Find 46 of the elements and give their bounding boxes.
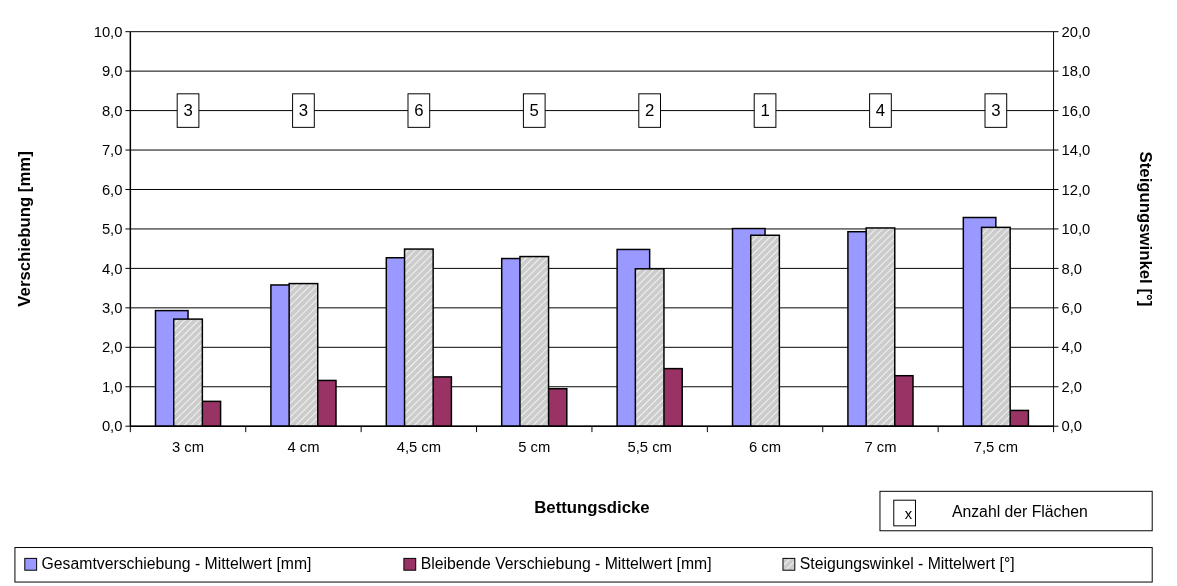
annotation: 3 <box>298 101 309 121</box>
y-tick-label: 10,0 <box>93 23 123 40</box>
y-axis-title: Verschiebung [mm] <box>14 151 34 307</box>
y2-tick-label: 2,0 <box>1061 378 1083 395</box>
y-tick-label: 3,0 <box>101 300 123 317</box>
x-tick-label: 3 cm <box>172 438 205 455</box>
annotation: 3 <box>991 101 1001 121</box>
x-tick-label: 5,5 cm <box>627 438 672 455</box>
x-tick-label: 7,5 cm <box>973 438 1019 455</box>
y-tick-label: 2,0 <box>101 339 123 356</box>
y2-tick-label: 16,0 <box>1061 102 1091 119</box>
legend-label: Steigungswinkel - Mittelwert [°] <box>799 555 1015 573</box>
y2-tick-label: 14,0 <box>1061 142 1091 159</box>
y2-axis-title: Steigungswinkel [°] <box>1136 151 1156 307</box>
y2-tick-label: 4,0 <box>1061 339 1083 356</box>
y2-tick-label: 20,0 <box>1061 23 1091 40</box>
y-tick-label: 0,0 <box>101 418 123 435</box>
annotation: 6 <box>414 101 424 121</box>
y2-tick-label: 8,0 <box>1061 260 1083 277</box>
legend-label: Gesamtverschiebung - Mittelwert [mm] <box>41 555 312 573</box>
x-axis-title: Bettungsdicke <box>534 498 650 518</box>
annotation: 1 <box>760 101 770 121</box>
x-tick-label: 4 cm <box>287 438 320 455</box>
annotation: 2 <box>644 101 655 121</box>
text: x <box>904 505 913 522</box>
x-tick-label: 4,5 cm <box>396 438 442 455</box>
y-tick-label: 1,0 <box>101 378 123 395</box>
y2-tick-label: 10,0 <box>1061 221 1091 238</box>
y2-tick-label: 6,0 <box>1061 300 1083 317</box>
y2-tick-label: 0,0 <box>1061 418 1083 435</box>
y-tick-label: 5,0 <box>101 221 123 238</box>
annotation: 4 <box>875 101 886 121</box>
y-tick-label: 7,0 <box>101 142 123 159</box>
x-tick-label: 6 cm <box>749 438 782 455</box>
y2-tick-label: 18,0 <box>1061 63 1091 80</box>
y-tick-label: 8,0 <box>101 102 123 119</box>
y-tick-label: 4,0 <box>101 260 123 277</box>
y-tick-label: 9,0 <box>101 63 123 80</box>
y2-tick-label: 12,0 <box>1061 181 1091 198</box>
legend-label: Bleibende Verschiebung - Mittelwert [mm] <box>420 555 712 573</box>
x-tick-label: 7 cm <box>864 438 897 455</box>
annotation: 5 <box>529 101 539 121</box>
text: Anzahl der Flächen <box>951 502 1088 520</box>
x-tick-label: 5 cm <box>518 438 551 455</box>
y-tick-label: 6,0 <box>101 181 123 198</box>
annotation: 3 <box>183 101 193 121</box>
